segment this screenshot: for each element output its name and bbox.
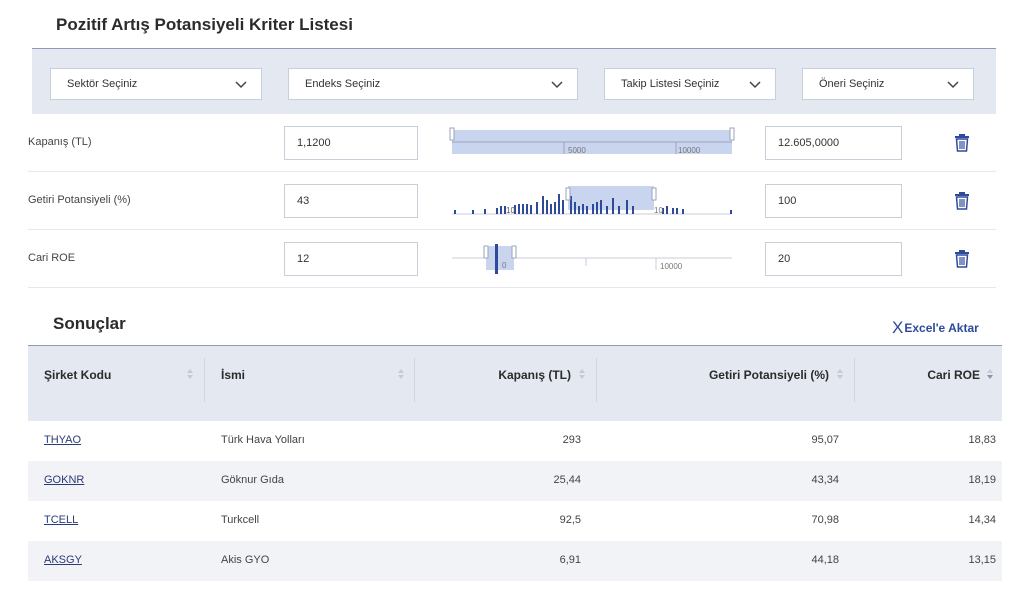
sort-icon[interactable] — [186, 368, 194, 380]
potential-value: 43,34 — [811, 474, 839, 486]
column-header-roe[interactable]: Cari ROE — [927, 368, 980, 382]
company-code-link[interactable]: THYAO — [44, 434, 82, 446]
slider-handle-max[interactable] — [651, 187, 657, 201]
slider-handle-min[interactable] — [449, 127, 455, 141]
roe-value: 18,19 — [968, 474, 996, 486]
min-value-input[interactable]: 12 — [284, 242, 418, 276]
range-slider-potential[interactable]: 10 10 — [450, 182, 734, 218]
slider-tick-label: 10000 — [678, 146, 701, 155]
results-title: Sonuçlar — [53, 314, 126, 333]
max-value-input[interactable]: 12.605,0000 — [765, 126, 902, 160]
roe-value: 14,34 — [968, 514, 996, 526]
criteria-row-roe: Cari ROE 12 0 10000 20 — [28, 230, 996, 288]
recommendation-select-label: Öneri Seçiniz — [819, 78, 885, 90]
company-name: Turkcell — [221, 514, 260, 526]
column-header-name[interactable]: İsmi — [221, 368, 246, 382]
slider-tick-label: 10 — [506, 206, 515, 215]
company-code-link[interactable]: GOKNR — [44, 474, 85, 486]
criteria-row-potential: Getiri Potansiyeli (%) 43 10 10 — [28, 172, 996, 230]
max-value-input[interactable]: 100 — [765, 184, 902, 218]
min-value-input[interactable]: 43 — [284, 184, 418, 218]
sort-icon[interactable] — [986, 368, 994, 380]
sector-select-label: Sektör Seçiniz — [67, 78, 138, 90]
sort-icon[interactable] — [836, 368, 844, 380]
close-value: 25,44 — [553, 474, 581, 486]
table-row: GOKNR Göknur Gıda 25,44 43,34 18,19 — [28, 461, 1002, 501]
slider-tick-label: 10000 — [660, 262, 683, 271]
slider-range-fill — [486, 246, 514, 270]
histogram-bars — [454, 194, 732, 214]
column-header-potential[interactable]: Getiri Potansiyeli (%) — [708, 368, 829, 382]
page-title: Pozitif Artış Potansiyeli Kriter Listesi — [56, 15, 353, 34]
potential-value: 95,07 — [811, 434, 839, 446]
watchlist-select-label: Takip Listesi Seçiniz — [621, 78, 720, 90]
index-select-label: Endeks Seçiniz — [305, 78, 381, 90]
range-slider-roe[interactable]: 0 10000 — [450, 240, 734, 276]
roe-value: 18,83 — [968, 434, 996, 446]
table-row: TCELL Turkcell 92,5 70,98 14,34 — [28, 501, 1002, 541]
company-name: Türk Hava Yolları — [221, 434, 305, 446]
slider-handle-min[interactable] — [483, 245, 489, 259]
range-slider-close[interactable]: 5000 10000 — [449, 124, 735, 160]
slider-tick-label: 5000 — [568, 146, 586, 155]
slider-handle-max[interactable] — [729, 127, 735, 141]
company-name: Göknur Gıda — [221, 474, 284, 486]
roe-value: 13,15 — [968, 554, 996, 566]
table-row: THYAO Türk Hava Yolları 293 95,07 18,83 — [28, 421, 1002, 461]
trash-icon[interactable] — [954, 134, 970, 152]
close-value: 92,5 — [559, 514, 581, 526]
table-row: AKSGY Akis GYO 6,91 44,18 13,15 — [28, 541, 1002, 581]
watchlist-select[interactable]: Takip Listesi Seçiniz — [604, 68, 776, 100]
index-select[interactable]: Endeks Seçiniz — [288, 68, 578, 100]
excel-x-icon: X — [892, 318, 904, 337]
company-code-link[interactable]: AKSGY — [44, 554, 82, 566]
slider-handle-max[interactable] — [511, 245, 517, 259]
slider-range-fill — [568, 186, 654, 210]
close-value: 6,91 — [559, 554, 581, 566]
column-divider — [596, 358, 597, 402]
column-divider — [414, 358, 415, 402]
slider-tick-label: 0 — [502, 261, 507, 270]
results-table-header: Şirket Kodu İsmi Kapanış (TL) Getiri Pot… — [28, 345, 1002, 421]
sort-icon[interactable] — [397, 368, 405, 380]
criteria-label: Kapanış (TL) — [28, 136, 92, 148]
column-header-close[interactable]: Kapanış (TL) — [498, 368, 571, 382]
recommendation-select[interactable]: Öneri Seçiniz — [802, 68, 974, 100]
chevron-down-icon — [749, 78, 761, 90]
sort-icon[interactable] — [578, 368, 586, 380]
close-value: 293 — [562, 434, 581, 446]
slider-handle-min[interactable] — [565, 187, 571, 201]
sector-select[interactable]: Sektör Seçiniz — [50, 68, 262, 100]
trash-icon[interactable] — [954, 250, 970, 268]
export-excel-button[interactable]: X Excel'e Aktar — [892, 318, 979, 338]
potential-value: 44,18 — [811, 554, 839, 566]
criteria-row-close: Kapanış (TL) 1,1200 5000 10000 12.605,00… — [28, 114, 996, 172]
chevron-down-icon — [551, 78, 563, 90]
column-divider — [204, 358, 205, 402]
filter-bar: Sektör Seçiniz Endeks Seçiniz Takip List… — [32, 48, 996, 114]
chevron-down-icon — [947, 78, 959, 90]
criteria-label: Getiri Potansiyeli (%) — [28, 194, 131, 206]
slider-tick-label: 10 — [654, 206, 663, 215]
potential-value: 70,98 — [811, 514, 839, 526]
company-code-link[interactable]: TCELL — [44, 514, 79, 526]
export-excel-label: Excel'e Aktar — [904, 321, 979, 335]
histogram-bar — [495, 244, 498, 274]
trash-icon[interactable] — [954, 192, 970, 210]
company-name: Akis GYO — [221, 554, 270, 566]
column-divider — [854, 358, 855, 402]
max-value-input[interactable]: 20 — [765, 242, 902, 276]
chevron-down-icon — [235, 78, 247, 90]
criteria-label: Cari ROE — [28, 252, 76, 264]
column-header-code[interactable]: Şirket Kodu — [44, 368, 112, 382]
min-value-input[interactable]: 1,1200 — [284, 126, 418, 160]
